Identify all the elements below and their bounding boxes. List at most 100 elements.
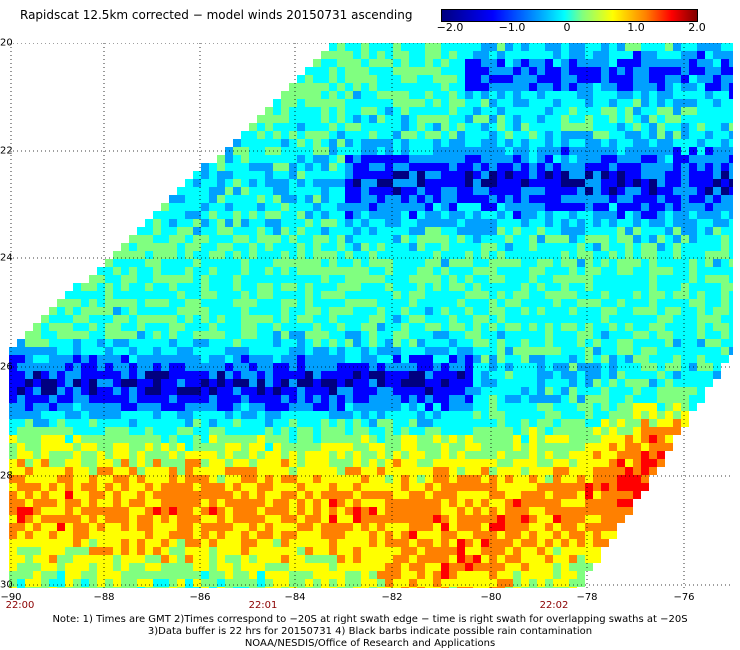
data-cell bbox=[481, 43, 489, 51]
data-cell bbox=[345, 83, 353, 91]
data-cell bbox=[297, 515, 305, 523]
data-cell bbox=[417, 427, 425, 435]
data-cell bbox=[57, 427, 65, 435]
data-cell bbox=[601, 515, 609, 523]
data-cell bbox=[305, 195, 313, 203]
data-cell bbox=[281, 243, 289, 251]
data-cell bbox=[65, 435, 73, 443]
data-cell bbox=[609, 307, 617, 315]
data-cell bbox=[385, 555, 393, 563]
data-cell bbox=[169, 379, 177, 387]
data-cell bbox=[297, 155, 305, 163]
data-cell bbox=[185, 323, 193, 331]
data-cell bbox=[145, 427, 153, 435]
data-cell bbox=[577, 475, 585, 483]
data-cell bbox=[617, 123, 625, 131]
data-cell bbox=[241, 427, 249, 435]
data-cell bbox=[481, 251, 489, 259]
data-cell bbox=[345, 411, 353, 419]
data-cell bbox=[489, 315, 497, 323]
data-cell bbox=[17, 355, 25, 363]
data-cell bbox=[505, 307, 513, 315]
data-cell bbox=[281, 475, 289, 483]
data-cell bbox=[273, 507, 281, 515]
data-cell bbox=[57, 491, 65, 499]
data-cell bbox=[313, 347, 321, 355]
data-cell bbox=[457, 227, 465, 235]
data-cell bbox=[9, 515, 17, 523]
data-cell bbox=[505, 51, 513, 59]
data-cell bbox=[369, 259, 377, 267]
data-cell bbox=[369, 355, 377, 363]
data-cell bbox=[241, 467, 249, 475]
data-cell bbox=[473, 315, 481, 323]
data-cell bbox=[505, 539, 513, 547]
data-cell bbox=[537, 387, 545, 395]
data-cell bbox=[609, 91, 617, 99]
data-cell bbox=[137, 563, 145, 571]
data-cell bbox=[345, 467, 353, 475]
data-cell bbox=[489, 475, 497, 483]
data-cell bbox=[489, 115, 497, 123]
data-cell bbox=[585, 155, 593, 163]
data-cell bbox=[593, 107, 601, 115]
data-cell bbox=[233, 347, 241, 355]
data-cell bbox=[729, 243, 733, 251]
data-cell bbox=[369, 235, 377, 243]
data-cell bbox=[57, 531, 65, 539]
data-cell bbox=[169, 203, 177, 211]
data-cell bbox=[665, 275, 673, 283]
data-cell bbox=[577, 387, 585, 395]
data-cell bbox=[177, 507, 185, 515]
data-cell bbox=[369, 195, 377, 203]
data-cell bbox=[177, 195, 185, 203]
data-cell bbox=[609, 475, 617, 483]
data-cell bbox=[105, 371, 113, 379]
data-cell bbox=[329, 563, 337, 571]
data-cell bbox=[161, 459, 169, 467]
data-cell bbox=[529, 467, 537, 475]
data-cell bbox=[521, 171, 529, 179]
data-cell bbox=[401, 539, 409, 547]
data-cell bbox=[209, 563, 217, 571]
data-cell bbox=[497, 379, 505, 387]
data-cell bbox=[617, 283, 625, 291]
data-cell bbox=[185, 259, 193, 267]
data-cell bbox=[297, 179, 305, 187]
data-cell bbox=[705, 291, 713, 299]
data-cell bbox=[73, 427, 81, 435]
data-cell bbox=[57, 347, 65, 355]
data-cell bbox=[73, 419, 81, 427]
data-cell bbox=[449, 523, 457, 531]
data-cell bbox=[289, 171, 297, 179]
data-cell bbox=[353, 403, 361, 411]
data-cell bbox=[257, 227, 265, 235]
data-cell bbox=[649, 115, 657, 123]
data-cell bbox=[73, 475, 81, 483]
data-cell bbox=[321, 467, 329, 475]
data-cell bbox=[449, 323, 457, 331]
data-cell bbox=[65, 547, 73, 555]
data-cell bbox=[321, 323, 329, 331]
data-cell bbox=[601, 531, 609, 539]
data-cell bbox=[289, 163, 297, 171]
data-cell bbox=[577, 491, 585, 499]
data-cell bbox=[705, 195, 713, 203]
data-cell bbox=[41, 355, 49, 363]
data-cell bbox=[617, 59, 625, 67]
data-cell bbox=[361, 339, 369, 347]
data-cell bbox=[457, 179, 465, 187]
data-cell bbox=[433, 539, 441, 547]
data-cell bbox=[217, 483, 225, 491]
data-cell bbox=[185, 403, 193, 411]
data-cell bbox=[41, 555, 49, 563]
data-cell bbox=[561, 379, 569, 387]
data-cell bbox=[529, 387, 537, 395]
data-cell bbox=[441, 211, 449, 219]
data-cell bbox=[233, 507, 241, 515]
data-cell bbox=[633, 235, 641, 243]
data-cell bbox=[393, 547, 401, 555]
data-cell bbox=[57, 451, 65, 459]
data-cell bbox=[593, 283, 601, 291]
data-cell bbox=[209, 427, 217, 435]
